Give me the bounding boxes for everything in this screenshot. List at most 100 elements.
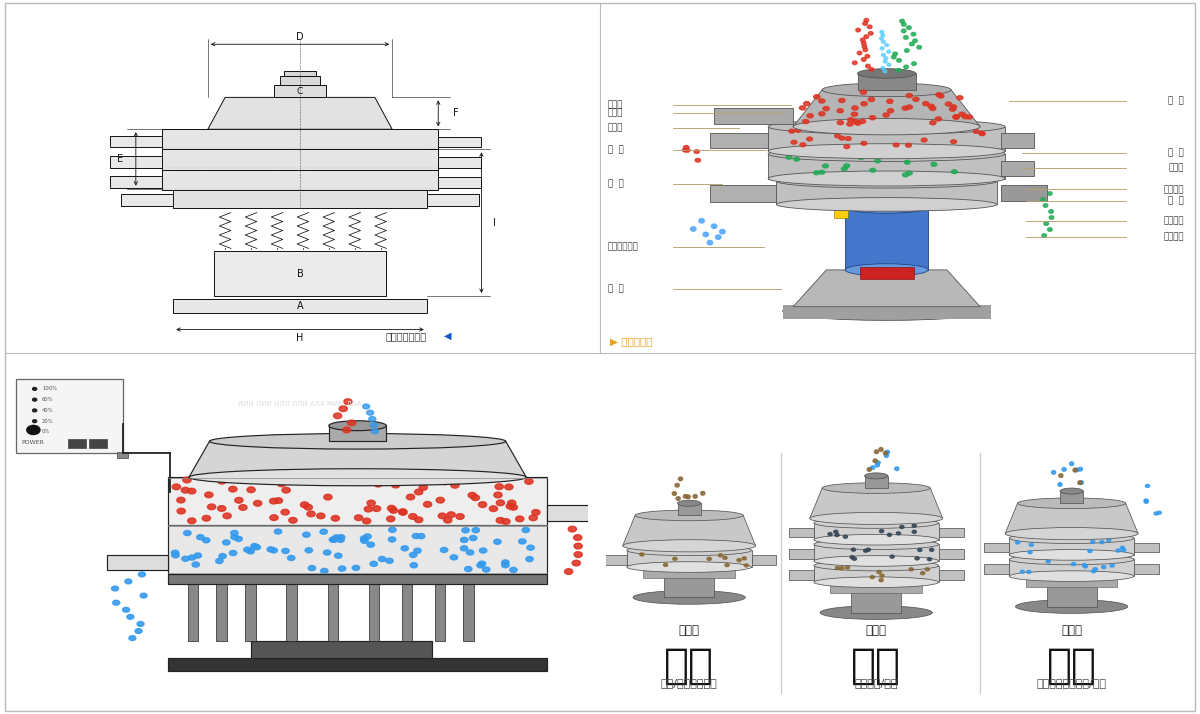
Bar xyxy=(214,251,386,296)
Ellipse shape xyxy=(367,501,376,506)
Text: 出料口: 出料口 xyxy=(608,124,624,133)
Ellipse shape xyxy=(128,635,136,640)
Ellipse shape xyxy=(502,518,510,524)
Ellipse shape xyxy=(1009,550,1134,560)
Ellipse shape xyxy=(205,492,212,498)
Bar xyxy=(116,452,128,458)
Ellipse shape xyxy=(892,55,896,59)
Ellipse shape xyxy=(893,52,898,56)
Ellipse shape xyxy=(335,553,342,558)
Ellipse shape xyxy=(838,121,844,125)
Ellipse shape xyxy=(725,563,730,567)
Text: 100%: 100% xyxy=(42,386,58,391)
Ellipse shape xyxy=(1110,564,1115,567)
Ellipse shape xyxy=(354,515,362,521)
Ellipse shape xyxy=(282,488,290,493)
Bar xyxy=(284,71,316,76)
Ellipse shape xyxy=(673,557,677,560)
Ellipse shape xyxy=(253,545,260,550)
Ellipse shape xyxy=(187,518,196,523)
Ellipse shape xyxy=(414,489,422,495)
Text: 振动电机: 振动电机 xyxy=(1163,216,1184,226)
Ellipse shape xyxy=(337,537,344,543)
Ellipse shape xyxy=(814,539,938,550)
Ellipse shape xyxy=(337,535,344,540)
Ellipse shape xyxy=(1072,563,1075,565)
Ellipse shape xyxy=(1088,550,1092,553)
Ellipse shape xyxy=(113,600,120,605)
Bar xyxy=(768,154,1006,178)
Ellipse shape xyxy=(1006,528,1138,540)
Ellipse shape xyxy=(253,501,262,506)
Ellipse shape xyxy=(887,533,892,536)
Ellipse shape xyxy=(409,513,416,519)
Ellipse shape xyxy=(881,47,884,50)
Ellipse shape xyxy=(1145,484,1150,488)
Bar xyxy=(168,477,547,526)
Ellipse shape xyxy=(197,535,204,540)
Ellipse shape xyxy=(906,26,911,29)
Ellipse shape xyxy=(407,494,415,500)
Ellipse shape xyxy=(480,548,487,553)
Ellipse shape xyxy=(414,548,421,553)
Ellipse shape xyxy=(922,139,928,142)
Ellipse shape xyxy=(370,561,378,566)
Ellipse shape xyxy=(900,526,904,528)
Bar xyxy=(938,549,964,558)
Ellipse shape xyxy=(880,37,883,40)
Ellipse shape xyxy=(883,451,888,455)
Bar xyxy=(67,439,85,448)
Ellipse shape xyxy=(493,539,502,544)
Ellipse shape xyxy=(529,515,538,521)
Ellipse shape xyxy=(329,421,386,431)
Ellipse shape xyxy=(904,65,908,69)
Ellipse shape xyxy=(793,119,980,135)
Ellipse shape xyxy=(450,555,457,560)
Ellipse shape xyxy=(1075,468,1079,472)
Ellipse shape xyxy=(1009,571,1134,581)
Ellipse shape xyxy=(1100,540,1104,543)
Bar xyxy=(814,544,938,561)
Ellipse shape xyxy=(386,516,395,522)
Ellipse shape xyxy=(862,45,866,49)
Bar xyxy=(251,641,432,658)
Ellipse shape xyxy=(884,56,888,60)
Ellipse shape xyxy=(818,99,824,103)
Bar xyxy=(402,584,413,641)
Ellipse shape xyxy=(796,129,800,132)
Ellipse shape xyxy=(744,564,749,567)
Ellipse shape xyxy=(482,567,490,572)
Ellipse shape xyxy=(419,485,427,491)
Ellipse shape xyxy=(288,555,295,560)
Ellipse shape xyxy=(282,548,289,553)
Ellipse shape xyxy=(910,568,913,570)
Ellipse shape xyxy=(881,66,884,69)
Ellipse shape xyxy=(978,131,984,135)
Ellipse shape xyxy=(424,501,432,507)
Ellipse shape xyxy=(743,557,746,560)
Bar xyxy=(427,194,479,206)
Ellipse shape xyxy=(516,516,524,522)
Bar xyxy=(187,584,198,641)
Text: 除杂: 除杂 xyxy=(1046,645,1097,686)
Ellipse shape xyxy=(203,516,210,521)
Ellipse shape xyxy=(505,484,512,490)
Text: H: H xyxy=(296,333,304,343)
Ellipse shape xyxy=(875,450,878,453)
Ellipse shape xyxy=(223,540,230,545)
Ellipse shape xyxy=(937,94,944,98)
Bar xyxy=(768,126,1006,151)
Ellipse shape xyxy=(522,528,529,533)
Text: 防尘盖: 防尘盖 xyxy=(608,109,624,118)
Ellipse shape xyxy=(698,218,704,223)
Bar xyxy=(287,584,298,641)
Ellipse shape xyxy=(808,114,814,118)
Ellipse shape xyxy=(1157,511,1162,514)
Text: 颗粒/粉末准确分级: 颗粒/粉末准确分级 xyxy=(661,678,718,688)
Ellipse shape xyxy=(348,420,356,426)
Ellipse shape xyxy=(1049,216,1054,219)
Ellipse shape xyxy=(223,513,232,518)
Ellipse shape xyxy=(882,54,886,56)
Ellipse shape xyxy=(799,106,805,110)
Ellipse shape xyxy=(112,586,119,591)
